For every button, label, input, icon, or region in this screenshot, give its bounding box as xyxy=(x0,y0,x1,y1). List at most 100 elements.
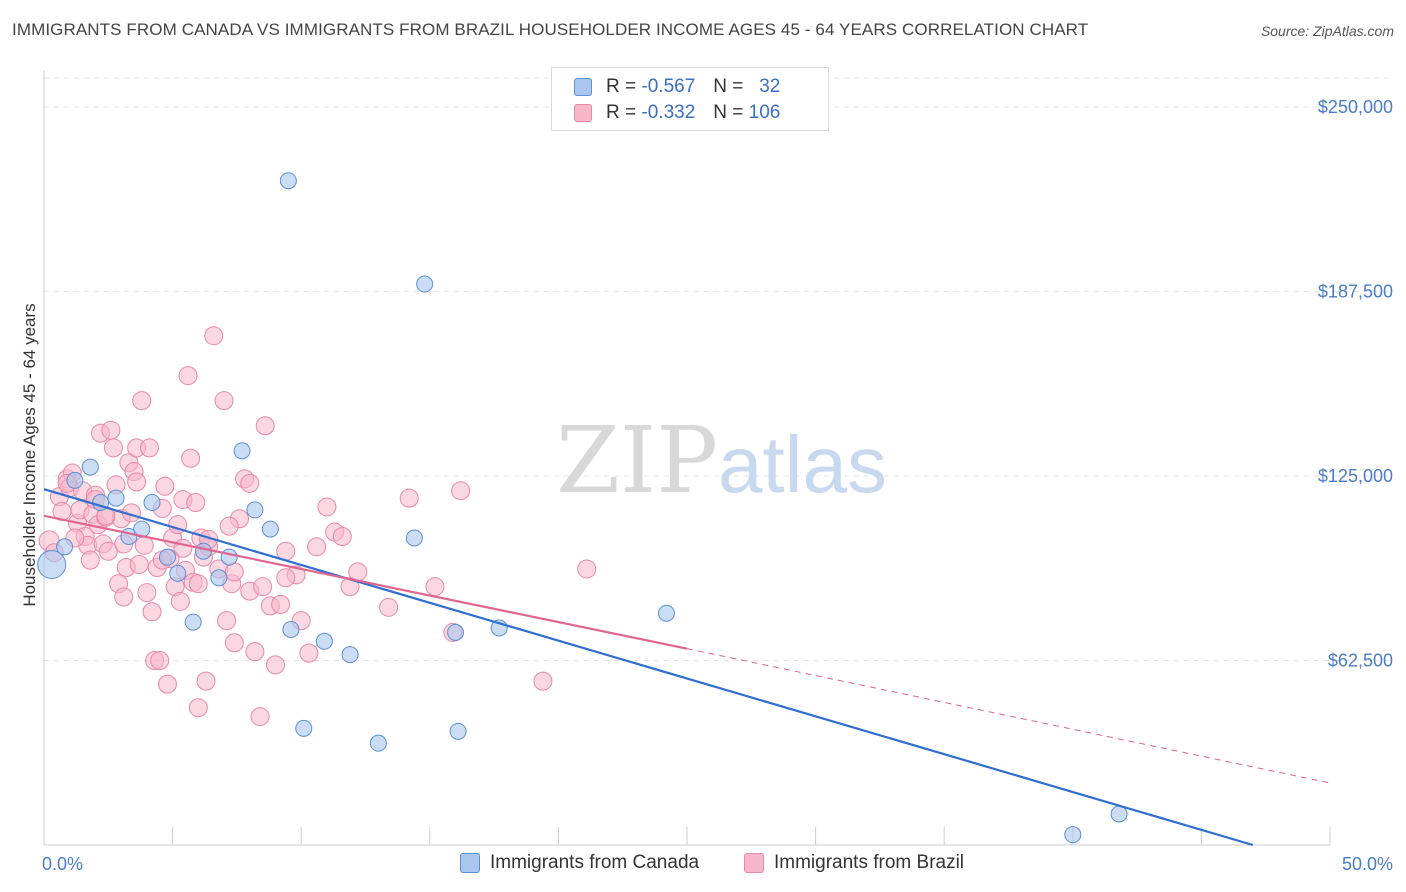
watermark-atlas: atlas xyxy=(718,420,887,509)
brazil-point xyxy=(137,583,157,603)
canada-point xyxy=(158,548,176,566)
brazil-point xyxy=(299,643,319,663)
brazil-point xyxy=(250,707,270,727)
x-tick-label: 50.0% xyxy=(1342,854,1393,874)
bottom-swatch-canada xyxy=(460,853,480,873)
canada-point xyxy=(282,620,300,638)
brazil-point xyxy=(307,537,327,557)
bottom-swatch-brazil xyxy=(744,853,764,873)
bottom-legend-brazil-label: Immigrants from Brazil xyxy=(774,852,965,873)
brazil-point xyxy=(577,559,597,579)
legend-row-canada: R = -0.567 N = 32 xyxy=(574,75,780,99)
canada-point xyxy=(416,275,434,293)
brazil-point xyxy=(332,526,352,546)
canada-point xyxy=(369,734,387,752)
legend-n-label: N = xyxy=(713,102,744,123)
brazil-point xyxy=(142,602,162,622)
canada-point xyxy=(341,646,359,664)
brazil-point xyxy=(98,541,118,561)
legend-n-brazil: 106 xyxy=(748,102,781,123)
canada-point xyxy=(169,564,187,582)
canada-point xyxy=(184,613,202,631)
y-tick-label: $125,000 xyxy=(1318,466,1393,486)
brazil-points xyxy=(38,326,597,727)
brazil-point xyxy=(240,473,260,493)
bottom-legend-canada: Immigrants from Canada xyxy=(460,852,699,874)
brazil-point xyxy=(173,538,193,558)
canada-point xyxy=(56,538,74,556)
brazil-point xyxy=(204,326,224,346)
brazil-trend-extension xyxy=(686,648,1331,784)
source-label: Source: ZipAtlas.com xyxy=(1260,23,1394,39)
trend-lines xyxy=(43,488,1331,847)
brazil-point xyxy=(157,674,177,694)
legend-r-label: R = xyxy=(606,76,637,97)
brazil-point xyxy=(340,577,360,597)
brazil-point xyxy=(188,698,208,718)
brazil-point xyxy=(196,671,216,691)
axes xyxy=(43,70,1331,846)
brazil-trend-line xyxy=(43,514,688,650)
brazil-point xyxy=(101,420,121,440)
canada-point xyxy=(279,172,297,190)
canada-point xyxy=(447,623,465,641)
brazil-point xyxy=(127,472,147,492)
canada-point xyxy=(210,569,228,587)
canada-point xyxy=(449,722,467,740)
brazil-point xyxy=(214,391,234,411)
brazil-point xyxy=(253,577,273,597)
legend-n-canada: 32 xyxy=(759,76,781,97)
brazil-point xyxy=(129,555,149,575)
canada-point xyxy=(143,494,161,512)
canada-point xyxy=(220,548,238,566)
brazil-point xyxy=(533,671,553,691)
legend-swatch-brazil xyxy=(574,104,592,122)
y-tick-label: $187,500 xyxy=(1318,281,1393,301)
grid-lines xyxy=(44,77,1394,661)
bottom-legend-brazil: Immigrants from Brazil xyxy=(744,852,964,874)
bottom-legend-canada-label: Immigrants from Canada xyxy=(490,852,700,873)
canada-point xyxy=(405,529,423,547)
tick-labels: $62,500 $125,000 $187,500 $250,000 0.0% 50.0% xyxy=(42,97,1393,874)
canada-point xyxy=(1064,826,1082,844)
brazil-point xyxy=(181,448,201,468)
brazil-point xyxy=(224,562,244,582)
canada-point xyxy=(246,501,264,519)
canada-point xyxy=(66,471,84,489)
brazil-point xyxy=(170,591,190,611)
legend-box: R = -0.567 N = 32 R = -0.332 N = 106 xyxy=(551,67,829,131)
legend-swatch-canada xyxy=(574,78,592,96)
legend-n-label: N = xyxy=(713,76,744,97)
brazil-point xyxy=(317,497,337,517)
brazil-point xyxy=(276,568,296,588)
brazil-point xyxy=(155,476,175,496)
legend-row-brazil: R = -0.332 N = 106 xyxy=(574,101,780,125)
canada-points xyxy=(37,172,1128,844)
brazil-point xyxy=(103,438,123,458)
brazil-point xyxy=(425,577,445,597)
brazil-point xyxy=(224,633,244,653)
canada-point xyxy=(37,550,67,580)
canada-point xyxy=(261,520,279,538)
brazil-point xyxy=(114,587,134,607)
brazil-point xyxy=(134,535,154,555)
brazil-point xyxy=(348,562,368,582)
brazil-point xyxy=(132,391,152,411)
brazil-point xyxy=(150,650,170,670)
brazil-point xyxy=(245,642,265,662)
brazil-point xyxy=(255,416,275,436)
brazil-point xyxy=(271,594,291,614)
brazil-point xyxy=(178,366,198,386)
brazil-point xyxy=(399,488,419,508)
brazil-point xyxy=(139,438,159,458)
chart-title: IMMIGRANTS FROM CANADA VS IMMIGRANTS FRO… xyxy=(12,20,1089,39)
canada-point xyxy=(107,489,125,507)
brazil-point xyxy=(80,550,100,570)
brazil-point xyxy=(451,481,471,501)
brazil-point xyxy=(219,516,239,536)
brazil-point xyxy=(188,574,208,594)
canada-point xyxy=(81,458,99,476)
canada-point xyxy=(194,542,212,560)
brazil-point xyxy=(379,597,399,617)
